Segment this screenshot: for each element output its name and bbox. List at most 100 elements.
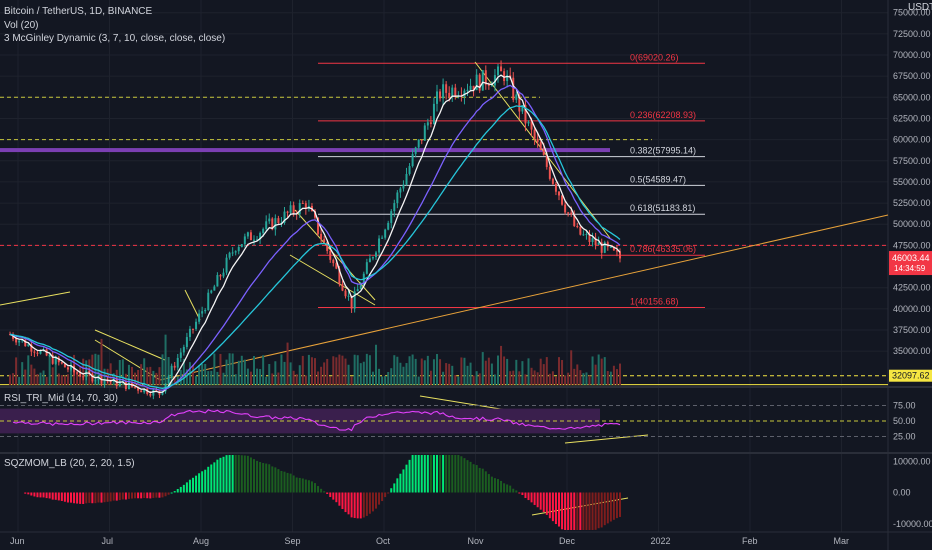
volume-bar: [30, 364, 33, 385]
sqz-bar: [375, 492, 377, 509]
candle-body: [344, 290, 347, 297]
candle-body: [588, 233, 591, 243]
sqz-bar: [591, 492, 594, 530]
vol-indicator-title[interactable]: Vol (20): [4, 20, 39, 31]
sqz-bar: [170, 492, 173, 494]
volume-bar: [493, 374, 496, 385]
volume-bar: [423, 360, 426, 385]
volume-bar: [463, 357, 466, 385]
candle-body: [97, 376, 100, 381]
candle-body: [359, 285, 362, 290]
volume-bar: [548, 373, 551, 385]
volume-bar: [588, 375, 591, 385]
candle-body: [597, 242, 600, 246]
sqz-bar: [347, 492, 350, 515]
time-tick: 2022: [651, 536, 671, 546]
sqz-bar: [576, 492, 579, 530]
sqz-bar: [121, 492, 124, 500]
candle-body: [533, 129, 536, 139]
candle-body: [167, 376, 170, 384]
volume-bar: [234, 374, 237, 385]
candle-body: [570, 212, 573, 215]
volume-bar: [192, 365, 194, 385]
candle-body: [33, 351, 36, 353]
marker-price-badge: [889, 369, 932, 382]
sqz-bar: [173, 491, 176, 493]
symbol-title[interactable]: Bitcoin / TetherUS, 1D, BINANCE: [4, 6, 153, 17]
candle-body: [207, 292, 210, 310]
sqz-bar: [487, 474, 490, 493]
volume-bar: [39, 372, 42, 385]
candle-body: [60, 362, 63, 364]
candle-body: [341, 284, 344, 291]
volume-bar: [347, 364, 350, 385]
candle-body: [210, 290, 213, 293]
volume-bar: [91, 354, 94, 385]
candle-body: [609, 246, 612, 248]
volume-bar: [490, 363, 493, 385]
candle-body: [515, 94, 518, 100]
volume-bar: [442, 371, 445, 385]
sqz-bar: [103, 492, 106, 503]
sqz-bar: [33, 492, 36, 497]
volume-bar: [216, 371, 219, 385]
candle-body: [222, 272, 225, 277]
candle-body: [277, 218, 280, 223]
price-tick: 75000.00: [893, 8, 931, 18]
volume-bar: [213, 353, 216, 385]
sqz-bar: [612, 492, 615, 520]
sqz-bar: [481, 468, 484, 493]
volume-bar: [545, 357, 548, 385]
sqz-bar: [204, 469, 207, 493]
candle-body: [612, 246, 615, 251]
sqz-bar: [228, 455, 231, 493]
currency-label[interactable]: USDT: [908, 2, 932, 13]
sqz-indicator-title[interactable]: SQZMOM_LB (20, 2, 20, 1.5): [4, 458, 135, 469]
time-tick: Mar: [834, 536, 850, 546]
volume-bar: [121, 359, 124, 385]
candle-body: [259, 232, 262, 240]
candle-body: [335, 263, 338, 269]
sqz-bar: [426, 455, 429, 493]
sqz-bar: [304, 479, 307, 493]
volume-bar: [152, 370, 155, 385]
sqz-bar: [582, 492, 585, 530]
volume-bar: [503, 356, 506, 385]
volume-bar: [506, 358, 509, 385]
sqz-bar: [271, 466, 274, 493]
candle-body: [249, 232, 252, 241]
fib-label: 0.618(51183.81): [630, 203, 695, 213]
candle-body: [414, 147, 417, 154]
candle-body: [188, 328, 191, 338]
sqz-bar: [149, 492, 152, 499]
candle-body: [573, 214, 576, 227]
price-tick: 72500.00: [893, 29, 931, 39]
candle-body: [253, 239, 255, 241]
candle-body: [405, 173, 408, 185]
volume-bar: [286, 342, 289, 385]
sqz-bar: [475, 465, 478, 493]
mcginley-indicator-title[interactable]: 3 McGinley Dynamic (3, 7, 10, close, clo…: [4, 33, 226, 44]
candle-body: [240, 244, 243, 248]
sqz-bar: [579, 492, 582, 530]
trendlines[interactable]: [0, 61, 889, 516]
trendline: [289, 254, 376, 306]
candle-body: [234, 251, 237, 253]
sqz-bar: [512, 488, 515, 493]
volume-bar: [573, 368, 576, 385]
sqz-bar: [179, 486, 182, 493]
candle-body: [564, 204, 567, 213]
volume-bar: [509, 371, 512, 385]
candle-body: [51, 355, 54, 364]
sqz-bar: [414, 455, 417, 493]
sqz-bar: [500, 480, 503, 493]
sqz-bar: [527, 492, 530, 501]
fibonacci-retracement[interactable]: 0(69020.26) 0.236(62208.93) 0.382(57995.14…: [318, 52, 705, 309]
sqz-bar: [442, 455, 445, 493]
volume-bar: [512, 370, 515, 385]
sqz-bar: [185, 482, 188, 493]
sqz-bar: [134, 492, 137, 499]
rsi-indicator-title[interactable]: RSI_TRI_Mid (14, 70, 30): [4, 393, 118, 404]
